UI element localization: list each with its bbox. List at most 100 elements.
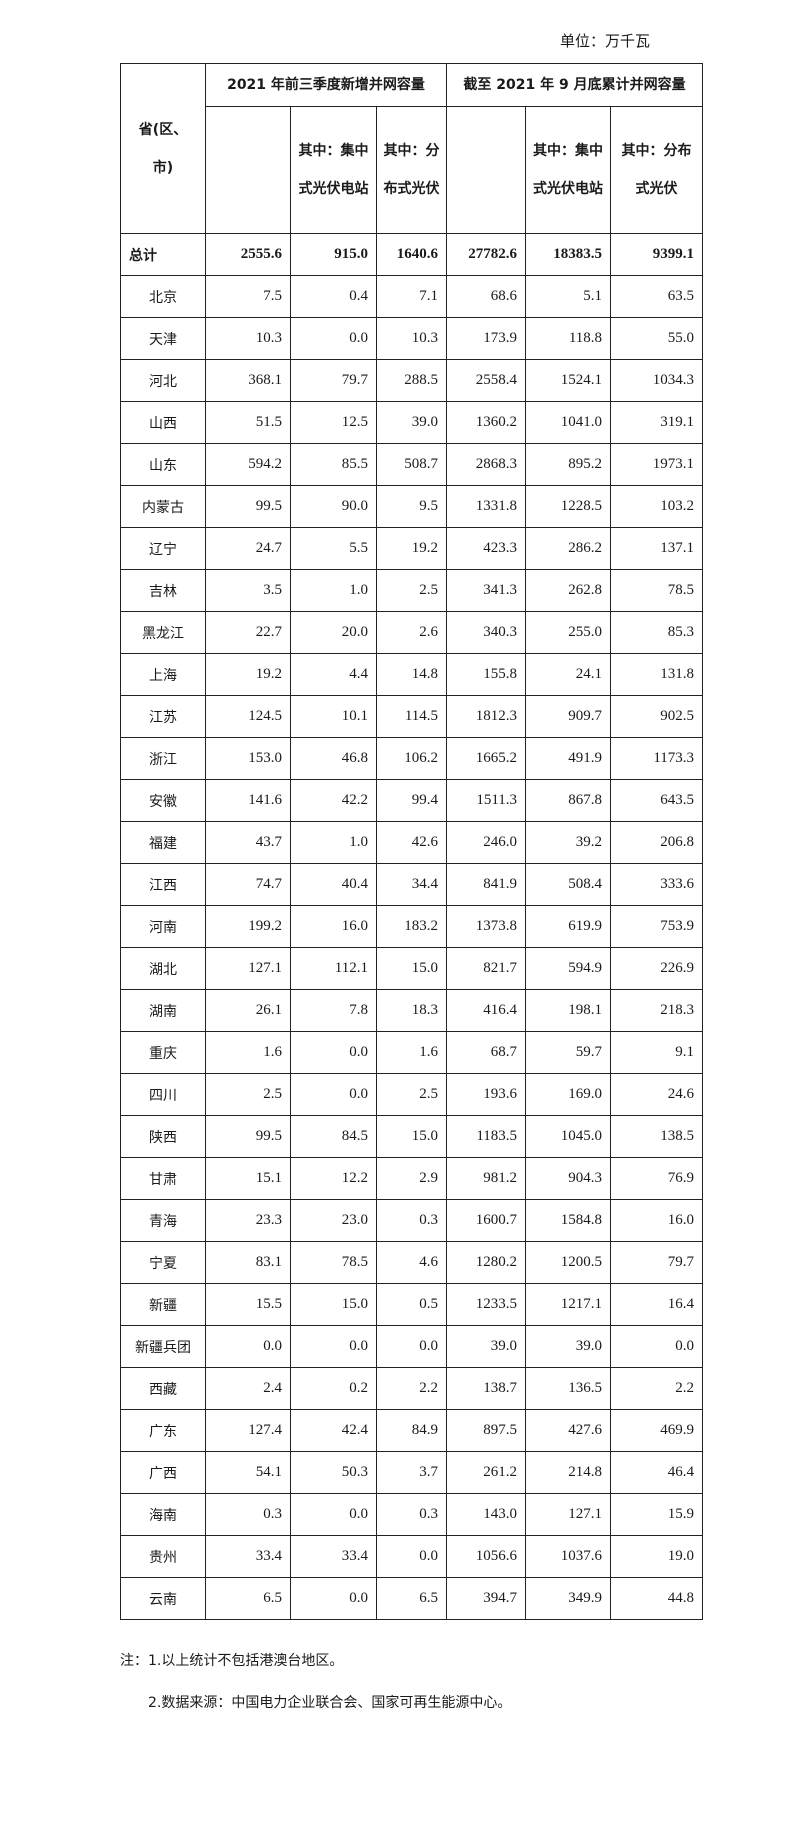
value-cell: 255.0 <box>525 611 612 654</box>
value-cell: 981.2 <box>446 1157 527 1200</box>
value-cell: 5.1 <box>525 275 612 318</box>
table-row: 上海 19.2 4.4 14.8 155.8 24.1 131.8 <box>120 653 704 696</box>
value-cell: 1.6 <box>205 1031 291 1074</box>
table-row: 海南 0.3 0.0 0.3 143.0 127.1 15.9 <box>120 1493 704 1536</box>
value-cell: 0.0 <box>375 1535 448 1578</box>
subheader-cum-total <box>446 106 527 234</box>
value-cell: 19.2 <box>375 527 448 570</box>
value-cell: 5.5 <box>290 527 377 570</box>
value-cell: 2.6 <box>375 611 448 654</box>
value-cell: 138.7 <box>446 1367 527 1410</box>
value-cell: 24.1 <box>525 653 612 696</box>
province-name: 西藏 <box>120 1367 206 1410</box>
value-cell: 246.0 <box>446 821 527 864</box>
value-cell: 19.2 <box>205 653 291 696</box>
value-cell: 909.7 <box>525 695 612 738</box>
value-cell: 341.3 <box>446 569 527 612</box>
total-cell: 18383.5 <box>525 233 612 276</box>
province-name: 福建 <box>120 821 206 864</box>
value-cell: 288.5 <box>375 359 448 402</box>
value-cell: 214.8 <box>525 1451 612 1494</box>
note-2: 2.数据来源：中国电力企业联合会、国家可再生能源中心。 <box>148 1695 512 1711</box>
value-cell: 226.9 <box>610 947 704 990</box>
value-cell: 15.5 <box>205 1283 291 1326</box>
table-row: 广东 127.4 42.4 84.9 897.5 427.6 469.9 <box>120 1409 704 1452</box>
value-cell: 2.4 <box>205 1367 291 1410</box>
value-cell: 127.1 <box>525 1493 612 1536</box>
province-name: 辽宁 <box>120 527 206 570</box>
table-row: 青海 23.3 23.0 0.3 1600.7 1584.8 16.0 <box>120 1199 704 1242</box>
province-name: 山西 <box>120 401 206 444</box>
value-cell: 1217.1 <box>525 1283 612 1326</box>
value-cell: 2.5 <box>375 569 448 612</box>
value-cell: 1228.5 <box>525 485 612 528</box>
table-row: 甘肃 15.1 12.2 2.9 981.2 904.3 76.9 <box>120 1157 704 1200</box>
province-name: 贵州 <box>120 1535 206 1578</box>
table-row: 新疆 15.5 15.0 0.5 1233.5 1217.1 16.4 <box>120 1283 704 1326</box>
value-cell: 0.0 <box>610 1325 704 1368</box>
value-cell: 286.2 <box>525 527 612 570</box>
value-cell: 261.2 <box>446 1451 527 1494</box>
value-cell: 16.0 <box>610 1199 704 1242</box>
value-cell: 127.1 <box>205 947 291 990</box>
value-cell: 1045.0 <box>525 1115 612 1158</box>
value-cell: 18.3 <box>375 989 448 1032</box>
value-cell: 1665.2 <box>446 737 527 780</box>
value-cell: 46.8 <box>290 737 377 780</box>
value-cell: 15.0 <box>375 1115 448 1158</box>
table-row: 安徽 141.6 42.2 99.4 1511.3 867.8 643.5 <box>120 779 704 822</box>
value-cell: 173.9 <box>446 317 527 360</box>
table-row: 吉林 3.5 1.0 2.5 341.3 262.8 78.5 <box>120 569 704 612</box>
value-cell: 127.4 <box>205 1409 291 1452</box>
value-cell: 3.5 <box>205 569 291 612</box>
province-name: 新疆 <box>120 1283 206 1326</box>
value-cell: 368.1 <box>205 359 291 402</box>
province-name: 广西 <box>120 1451 206 1494</box>
value-cell: 14.8 <box>375 653 448 696</box>
value-cell: 51.5 <box>205 401 291 444</box>
value-cell: 904.3 <box>525 1157 612 1200</box>
value-cell: 44.8 <box>610 1577 704 1620</box>
value-cell: 78.5 <box>290 1241 377 1284</box>
table-row: 北京 7.5 0.4 7.1 68.6 5.1 63.5 <box>120 275 704 318</box>
value-cell: 2.5 <box>205 1073 291 1116</box>
province-name: 江苏 <box>120 695 206 738</box>
subheader-new-distributed: 其中：分布式光伏 <box>375 106 448 234</box>
table-row: 重庆 1.6 0.0 1.6 68.7 59.7 9.1 <box>120 1031 704 1074</box>
value-cell: 1233.5 <box>446 1283 527 1326</box>
value-cell: 22.7 <box>205 611 291 654</box>
value-cell: 319.1 <box>610 401 704 444</box>
value-cell: 15.0 <box>290 1283 377 1326</box>
value-cell: 12.2 <box>290 1157 377 1200</box>
value-cell: 2.9 <box>375 1157 448 1200</box>
value-cell: 206.8 <box>610 821 704 864</box>
province-name: 上海 <box>120 653 206 696</box>
value-cell: 39.0 <box>446 1325 527 1368</box>
value-cell: 1524.1 <box>525 359 612 402</box>
table-row: 四川 2.5 0.0 2.5 193.6 169.0 24.6 <box>120 1073 704 1116</box>
province-name: 新疆兵团 <box>120 1325 206 1368</box>
province-name: 山东 <box>120 443 206 486</box>
value-cell: 15.1 <box>205 1157 291 1200</box>
value-cell: 841.9 <box>446 863 527 906</box>
value-cell: 85.3 <box>610 611 704 654</box>
table-row: 陕西 99.5 84.5 15.0 1183.5 1045.0 138.5 <box>120 1115 704 1158</box>
value-cell: 2.5 <box>375 1073 448 1116</box>
table-row: 内蒙古 99.5 90.0 9.5 1331.8 1228.5 103.2 <box>120 485 704 528</box>
total-cell: 2555.6 <box>205 233 291 276</box>
value-cell: 15.0 <box>375 947 448 990</box>
value-cell: 143.0 <box>446 1493 527 1536</box>
total-cell: 27782.6 <box>446 233 527 276</box>
value-cell: 74.7 <box>205 863 291 906</box>
value-cell: 26.1 <box>205 989 291 1032</box>
value-cell: 16.0 <box>290 905 377 948</box>
value-cell: 1.0 <box>290 821 377 864</box>
value-cell: 0.0 <box>375 1325 448 1368</box>
province-name: 云南 <box>120 1577 206 1620</box>
value-cell: 155.8 <box>446 653 527 696</box>
value-cell: 90.0 <box>290 485 377 528</box>
table-row: 福建 43.7 1.0 42.6 246.0 39.2 206.8 <box>120 821 704 864</box>
province-name: 浙江 <box>120 737 206 780</box>
province-name: 内蒙古 <box>120 485 206 528</box>
value-cell: 40.4 <box>290 863 377 906</box>
